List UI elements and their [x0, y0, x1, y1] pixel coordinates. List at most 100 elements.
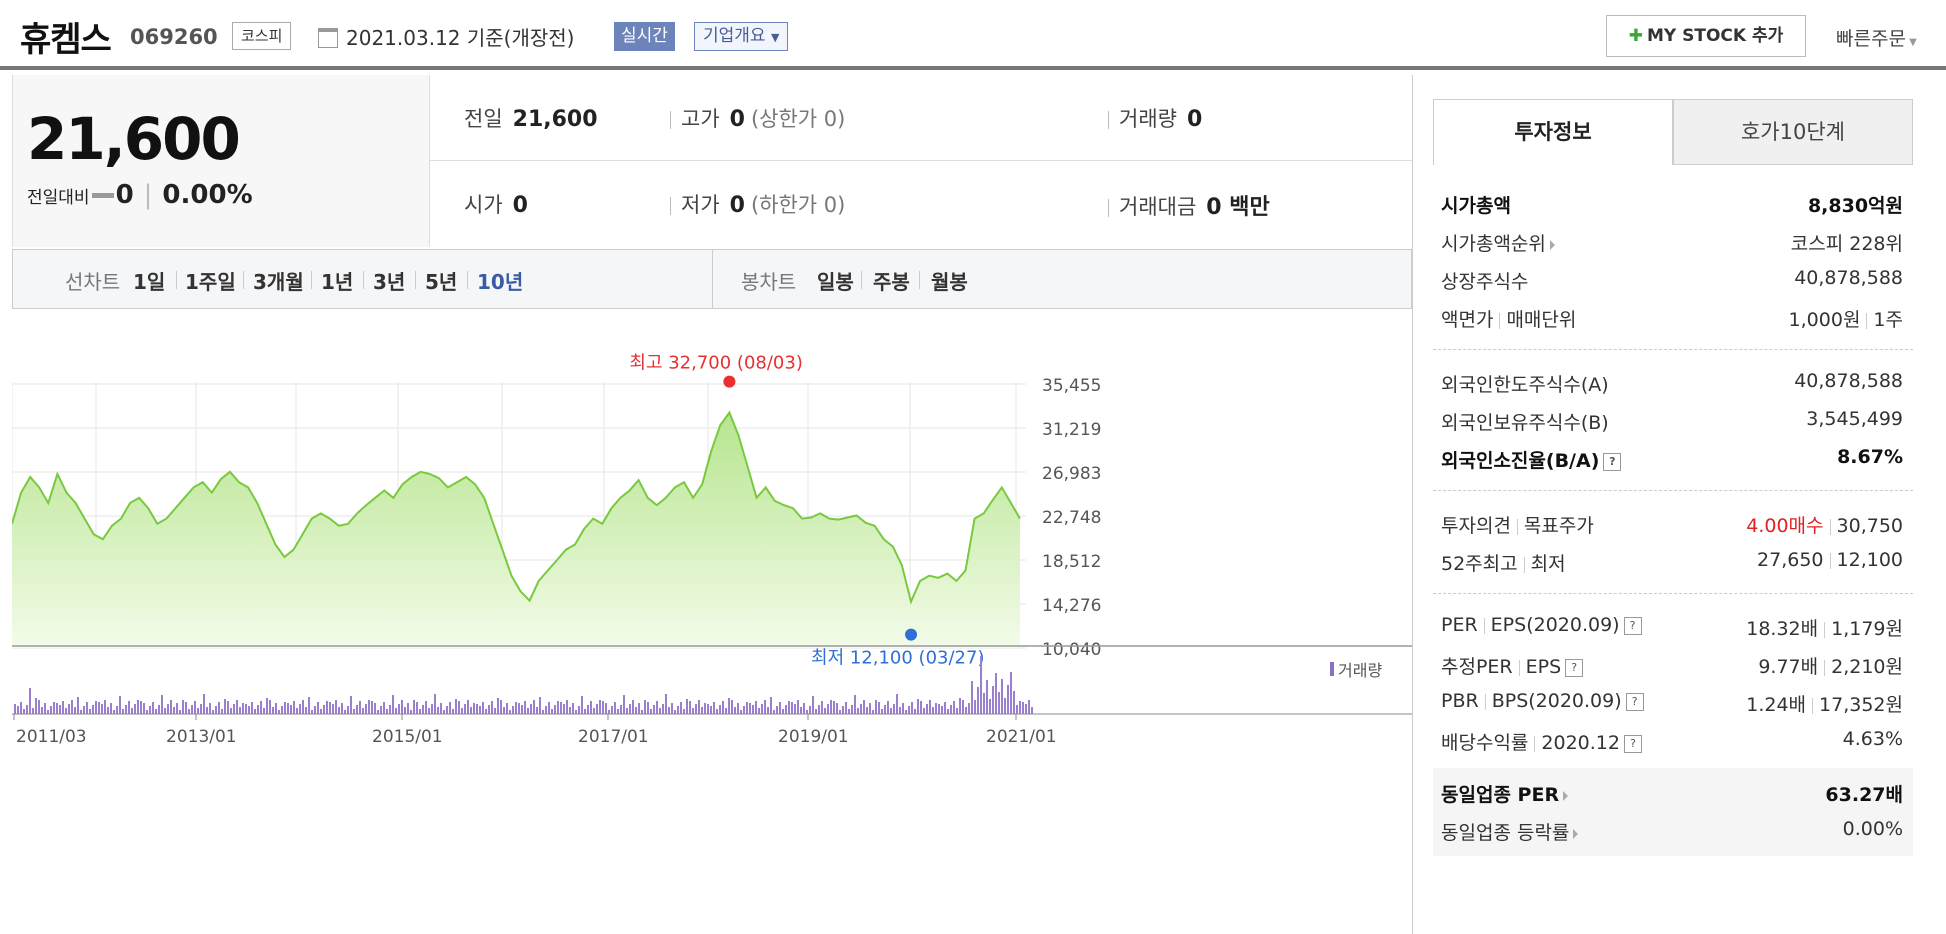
- divider: [919, 271, 920, 289]
- volume-bar: [20, 702, 22, 714]
- volume-bar: [575, 710, 577, 714]
- volume-bar: [125, 705, 127, 714]
- volume-bar: [239, 707, 241, 714]
- info-value: 1.24배 17,352원: [1746, 690, 1903, 717]
- tab-orderbook-10[interactable]: 호가10단계: [1673, 99, 1913, 165]
- volume-bar: [215, 706, 217, 714]
- tab-1year[interactable]: 1년: [321, 270, 354, 294]
- volume-bar: [791, 702, 793, 714]
- volume-bar: [713, 702, 715, 714]
- price-stats: 전일 21,600 고가 0 (상한가 0) 거래량 0 시가 0 저가 0 (하한가 0) …: [430, 75, 1412, 247]
- volume-bar: [824, 708, 826, 714]
- volume-bar: [662, 704, 664, 714]
- info-key: 투자의견 목표주가: [1441, 511, 1594, 538]
- volume-bar: [902, 703, 904, 714]
- volume-bar: [422, 705, 424, 714]
- y-tick-label: 26,983: [1042, 464, 1101, 484]
- volume-bar: [1025, 704, 1027, 714]
- volume-bar: [794, 704, 796, 714]
- info-row: 추정PER EPS? 9.77배 2,210원: [1433, 646, 1913, 684]
- volume-bar: [296, 708, 298, 714]
- tab-monthly[interactable]: 월봉: [931, 270, 968, 294]
- prev-close-value: 21,600: [512, 107, 598, 132]
- volume-bar: [839, 710, 841, 714]
- stock-header: 휴켐스 069260 코스피 2021.03.12 기준(개장전) 실시간 기업…: [0, 0, 1946, 70]
- volume-bar: [92, 705, 94, 714]
- volume-bar: [137, 700, 139, 714]
- help-icon[interactable]: ?: [1625, 692, 1644, 711]
- volume-bar: [797, 700, 799, 714]
- volume-bar: [1004, 698, 1006, 714]
- line-chart-tabs: 선차트 1일 1주일 3개월 1년 3년 5년 10년: [13, 250, 713, 308]
- info-key[interactable]: 동일업종 등락률: [1441, 818, 1579, 845]
- target-label: 목표주가: [1523, 515, 1594, 537]
- tab-3year[interactable]: 3년: [373, 270, 406, 294]
- volume-bar: [761, 704, 763, 714]
- volume-bar: [752, 705, 754, 714]
- add-my-stock-button[interactable]: ✚ MY STOCK 추가: [1606, 15, 1806, 57]
- volume-bar: [323, 705, 325, 714]
- volume-bar: [560, 702, 562, 714]
- volume-bar: [335, 700, 337, 714]
- volume-bar: [200, 704, 202, 714]
- help-icon[interactable]: ?: [1623, 734, 1642, 753]
- open-price: 시가 0: [464, 189, 528, 219]
- volume-bar: [956, 708, 958, 714]
- volume-bar: [749, 703, 751, 714]
- info-value: 9.77배 2,210원: [1758, 652, 1903, 679]
- add-my-stock-label: MY STOCK 추가: [1646, 26, 1784, 46]
- volume-bar: [938, 704, 940, 714]
- tab-1week[interactable]: 1주일: [185, 270, 236, 294]
- volume-bar: [413, 700, 415, 714]
- volume-bar: [611, 706, 613, 714]
- quick-order-button[interactable]: 빠른주문 ▼: [1836, 24, 1917, 51]
- investment-info-panel: 투자정보 호가10단계 시가총액 8,830억원 시가총액순위 코스피 228위 상…: [1412, 75, 1946, 934]
- volume-bar: [746, 702, 748, 714]
- company-overview-button[interactable]: 기업개요 ▼: [694, 22, 789, 51]
- volume-bar: [71, 700, 73, 714]
- volume-bar: [989, 699, 991, 714]
- tab-investment-info[interactable]: 투자정보: [1433, 99, 1673, 165]
- volume-bar: [593, 708, 595, 714]
- help-icon[interactable]: ?: [1565, 658, 1584, 677]
- volume-bar: [527, 708, 529, 714]
- volume-bar: [584, 709, 586, 714]
- help-icon[interactable]: ?: [1603, 452, 1622, 471]
- volume-bar: [983, 693, 985, 714]
- tab-1day[interactable]: 1일: [133, 270, 166, 294]
- tab-weekly[interactable]: 주봉: [873, 270, 910, 294]
- pbr-label: PBR: [1441, 690, 1479, 712]
- volume-bar: [338, 707, 340, 714]
- volume-bar: [236, 700, 238, 714]
- info-key: PER EPS(2020.09)?: [1441, 614, 1642, 636]
- volume-bar: [971, 681, 973, 714]
- price-chart[interactable]: 35,455 31,219 26,983 22,748 18,512 14,276 10,0…: [12, 310, 1412, 934]
- amount-label: 거래대금: [1119, 195, 1197, 219]
- tab-3month[interactable]: 3개월: [253, 270, 304, 294]
- volume-bar: [614, 702, 616, 714]
- realtime-badge[interactable]: 실시간: [614, 22, 675, 51]
- tab-5year[interactable]: 5년: [425, 270, 458, 294]
- dividend-period: 2020.12: [1541, 732, 1620, 754]
- arrow-right-icon: [1549, 239, 1555, 250]
- tab-10year[interactable]: 10년: [477, 270, 524, 294]
- volume-bar: [896, 694, 898, 714]
- volume-bar: [782, 709, 784, 714]
- volume-bar: [830, 700, 832, 714]
- volume-bar: [638, 703, 640, 714]
- industry-per-label: 동일업종 PER: [1441, 784, 1560, 806]
- info-key[interactable]: 시가총액순위: [1441, 229, 1555, 256]
- volume-bar: [458, 701, 460, 714]
- volume-bar: [617, 709, 619, 714]
- volume-bar: [743, 706, 745, 714]
- volume-bar: [176, 703, 178, 714]
- volume-bar: [53, 702, 55, 714]
- volume-bar: [35, 698, 37, 714]
- info-key[interactable]: 동일업종 PER: [1441, 780, 1569, 807]
- y-tick-label: 22,748: [1042, 508, 1101, 528]
- volume-bar: [224, 699, 226, 714]
- investment-info-table: 시가총액 8,830억원 시가총액순위 코스피 228위 상장주식수 40,878,5…: [1433, 185, 1913, 856]
- help-icon[interactable]: ?: [1623, 616, 1642, 635]
- target-value: 30,750: [1836, 515, 1903, 537]
- tab-daily[interactable]: 일봉: [817, 270, 854, 294]
